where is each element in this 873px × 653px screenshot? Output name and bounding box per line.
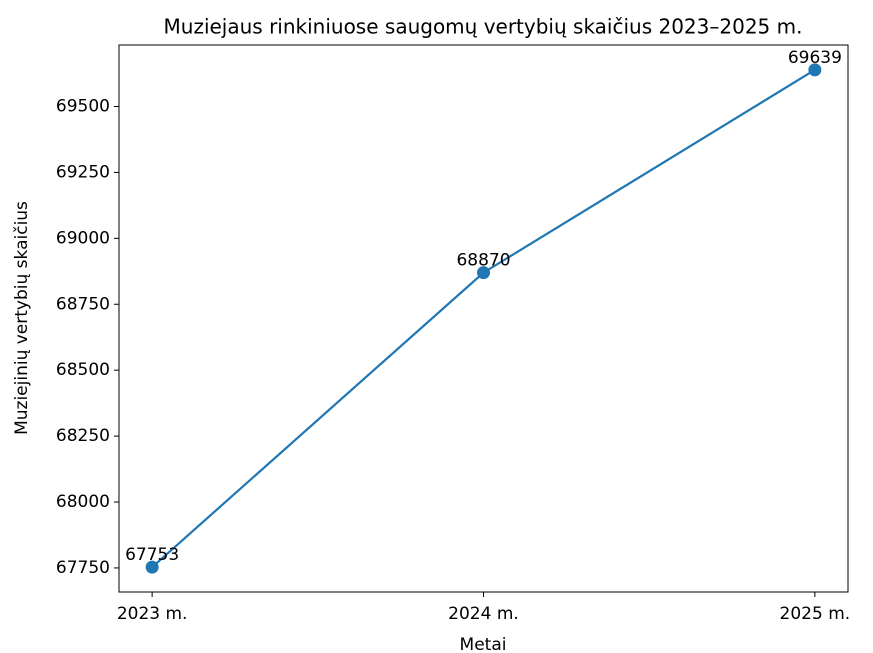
chart-title: Muziejaus rinkiniuose saugomų vertybių s… [164,15,803,39]
y-axis-label: Muziejinių vertybių skaičius [12,201,32,435]
y-tick-label: 69500 [56,97,110,117]
data-label: 68870 [456,251,510,271]
plot-frame [118,44,849,593]
x-axis-label: Metai [460,635,507,653]
y-tick-label: 68750 [56,294,110,314]
point [808,63,822,77]
data-label: 67753 [125,545,179,565]
y-tick-label: 68500 [56,360,110,380]
data-label: 69639 [788,48,842,68]
y-tick-label: 69250 [56,162,110,182]
x-tick-label: 2025 m. [780,604,851,624]
y-tick-label: 68000 [56,492,110,512]
y-tick-label: 67750 [56,558,110,578]
line [151,68,816,568]
x-tick-label: 2024 m. [448,604,519,624]
point [477,266,490,280]
point [145,560,159,574]
y-tick-label: 68250 [56,426,110,446]
y-tick-label: 69000 [56,228,110,248]
x-tick-label: 2023 m. [117,604,188,624]
